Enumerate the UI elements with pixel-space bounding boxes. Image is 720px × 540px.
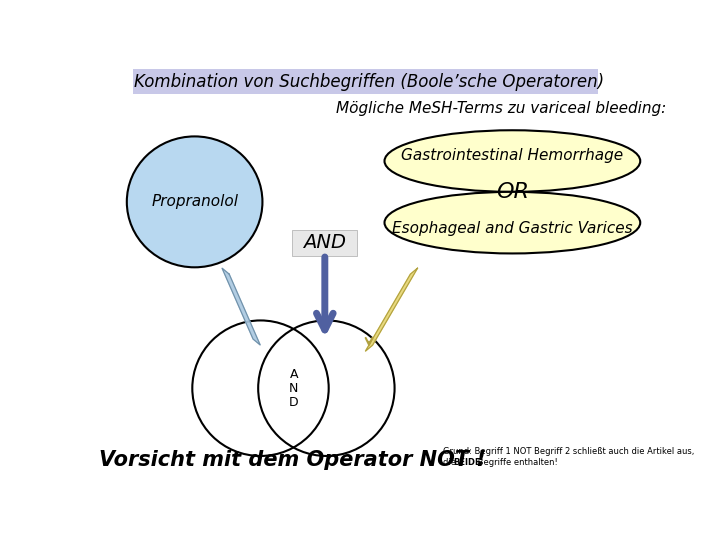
Text: Vorsicht mit dem Operator NOT !: Vorsicht mit dem Operator NOT ! — [99, 450, 486, 470]
Text: Propranolol: Propranolol — [151, 194, 238, 210]
Text: Gastrointestinal Hemorrhage: Gastrointestinal Hemorrhage — [401, 148, 624, 163]
Text: Begriffe enthalten!: Begriffe enthalten! — [475, 457, 558, 467]
Ellipse shape — [127, 137, 262, 267]
Text: Grund: Begriff 1 NOT Begriff 2 schließt auch die Artikel aus,: Grund: Begriff 1 NOT Begriff 2 schließt … — [443, 447, 694, 456]
Text: die: die — [443, 457, 458, 467]
Text: BEIDE: BEIDE — [454, 457, 481, 467]
Text: AND: AND — [303, 233, 346, 252]
FancyBboxPatch shape — [292, 230, 357, 256]
Text: Mögliche MeSH-Terms zu variceal bleeding:: Mögliche MeSH-Terms zu variceal bleeding… — [336, 101, 666, 116]
Polygon shape — [366, 268, 418, 351]
Ellipse shape — [384, 130, 640, 192]
Ellipse shape — [384, 192, 640, 253]
Polygon shape — [222, 268, 260, 345]
Text: A
N
D: A N D — [289, 368, 299, 409]
Text: OR: OR — [496, 182, 529, 202]
FancyBboxPatch shape — [132, 69, 598, 94]
Text: Kombination von Suchbegriffen (Boole’sche Operatoren): Kombination von Suchbegriffen (Boole’sch… — [134, 73, 604, 91]
Text: Esophageal and Gastric Varices: Esophageal and Gastric Varices — [392, 220, 633, 235]
